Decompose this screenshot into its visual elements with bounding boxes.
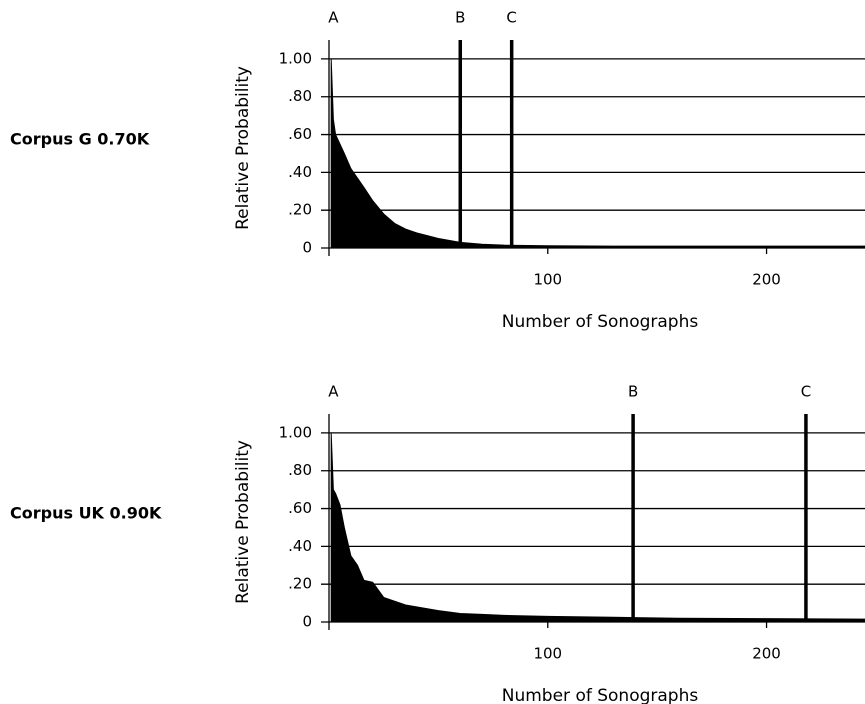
marker-label: C [801, 383, 811, 401]
y-tick-label: .20 [288, 201, 312, 219]
marker-label: A [328, 383, 339, 401]
x-axis-label: Number of Sonographs [502, 312, 699, 332]
y-tick-label: .80 [288, 87, 312, 105]
marker-label: C [506, 9, 516, 27]
y-tick-label: 0 [302, 613, 312, 631]
x-axis-label: Number of Sonographs [502, 686, 699, 704]
area [330, 432, 865, 623]
y-tick-label: .40 [288, 537, 312, 555]
marker-label: B [455, 9, 465, 27]
marker-label: A [328, 9, 339, 27]
x-tick-label: 200 [752, 645, 781, 663]
x-tick-label: 100 [533, 645, 562, 663]
marker-label: B [628, 383, 638, 401]
x-tick-label: 100 [533, 271, 562, 289]
x-tick-label: 200 [752, 271, 781, 289]
y-tick-label: 0 [302, 239, 312, 257]
y-tick-label: .20 [288, 575, 312, 593]
side-label: Corpus UK 0.90K [10, 504, 162, 523]
y-tick-label: .60 [288, 499, 312, 517]
y-axis-label: Relative Probability [233, 440, 253, 604]
y-tick-label: .40 [288, 163, 312, 181]
y-axis-label: Relative Probability [233, 66, 253, 230]
area [330, 58, 865, 249]
y-tick-label: .60 [288, 125, 312, 143]
y-tick-label: 1.00 [279, 423, 312, 441]
side-label: Corpus G 0.70K [10, 130, 150, 149]
y-tick-label: .80 [288, 461, 312, 479]
y-tick-label: 1.00 [279, 49, 312, 67]
